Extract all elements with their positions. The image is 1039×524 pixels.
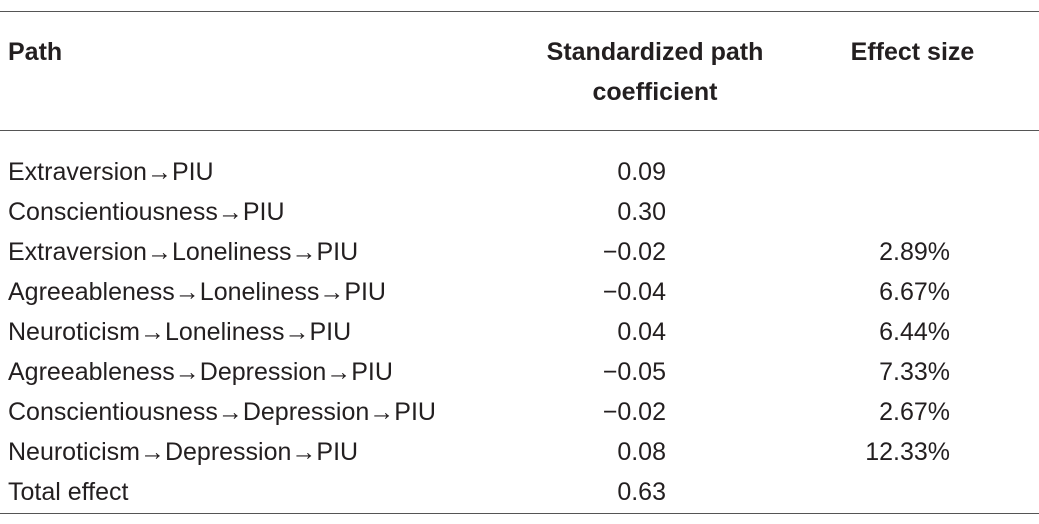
header-row: Path Standardized path coefficient Effect … — [0, 11, 1039, 131]
table-row: Total effect 0.63 — [0, 472, 1039, 514]
effect-size-cell — [770, 472, 1039, 514]
effect-size-cell: 6.44% — [879, 318, 950, 346]
column-header: Standardized path coefficient — [546, 38, 764, 106]
coefficient-cell: 0.08 — [617, 438, 666, 466]
table-row: Extraversion→Loneliness→PIU −0.02 2.89% — [0, 232, 1039, 272]
table-row: Neuroticism→Depression→PIU 0.08 12.33% — [0, 432, 1039, 472]
table-row: Agreeableness→Loneliness→PIU −0.04 6.67% — [0, 272, 1039, 312]
coefficient-cell: 0.30 — [617, 198, 666, 226]
table-row: Neuroticism→Loneliness→PIU 0.04 6.44% — [0, 312, 1039, 352]
coefficient-cell: −0.04 — [602, 278, 666, 306]
path-cell: Total effect — [8, 478, 129, 506]
table-row: Conscientiousness→PIU 0.30 — [0, 192, 1039, 232]
table-row: Conscientiousness→Depression→PIU −0.02 2.6… — [0, 392, 1039, 432]
column-header: Path — [8, 38, 63, 66]
coefficient-cell: 0.63 — [617, 478, 666, 506]
effect-size-cell: 12.33% — [865, 438, 950, 466]
effect-size-cell: 7.33% — [879, 358, 950, 386]
path-cell: Conscientiousness→Depression→PIU — [8, 398, 436, 426]
coefficient-cell: 0.09 — [617, 158, 666, 186]
column-header: Effect size — [850, 38, 975, 66]
effect-size-cell: 2.67% — [879, 398, 950, 426]
effect-size-cell: 6.67% — [879, 278, 950, 306]
path-cell: Agreeableness→Loneliness→PIU — [8, 278, 386, 306]
path-cell: Extraversion→PIU — [8, 158, 214, 186]
effect-size-cell — [770, 131, 1039, 193]
path-cell: Agreeableness→Depression→PIU — [8, 358, 393, 386]
effect-size-cell — [770, 192, 1039, 232]
coefficient-cell: −0.02 — [602, 398, 666, 426]
table-body: Extraversion→PIU 0.09 Conscientiousness→PI… — [0, 131, 1039, 514]
coefficient-cell: 0.04 — [617, 318, 666, 346]
path-cell: Conscientiousness→PIU — [8, 198, 285, 226]
table-row: Extraversion→PIU 0.09 — [0, 131, 1039, 193]
table-row: Agreeableness→Depression→PIU −0.05 7.33% — [0, 352, 1039, 392]
coefficient-cell: −0.02 — [602, 238, 666, 266]
coefficient-cell: −0.05 — [602, 358, 666, 386]
results-table: Path Standardized path coefficient Effect … — [0, 11, 1039, 514]
path-cell: Extraversion→Loneliness→PIU — [8, 238, 359, 266]
path-cell: Neuroticism→Loneliness→PIU — [8, 318, 352, 346]
effect-size-cell: 2.89% — [879, 238, 950, 266]
table-header: Path Standardized path coefficient Effect … — [0, 11, 1039, 131]
path-cell: Neuroticism→Depression→PIU — [8, 438, 359, 466]
